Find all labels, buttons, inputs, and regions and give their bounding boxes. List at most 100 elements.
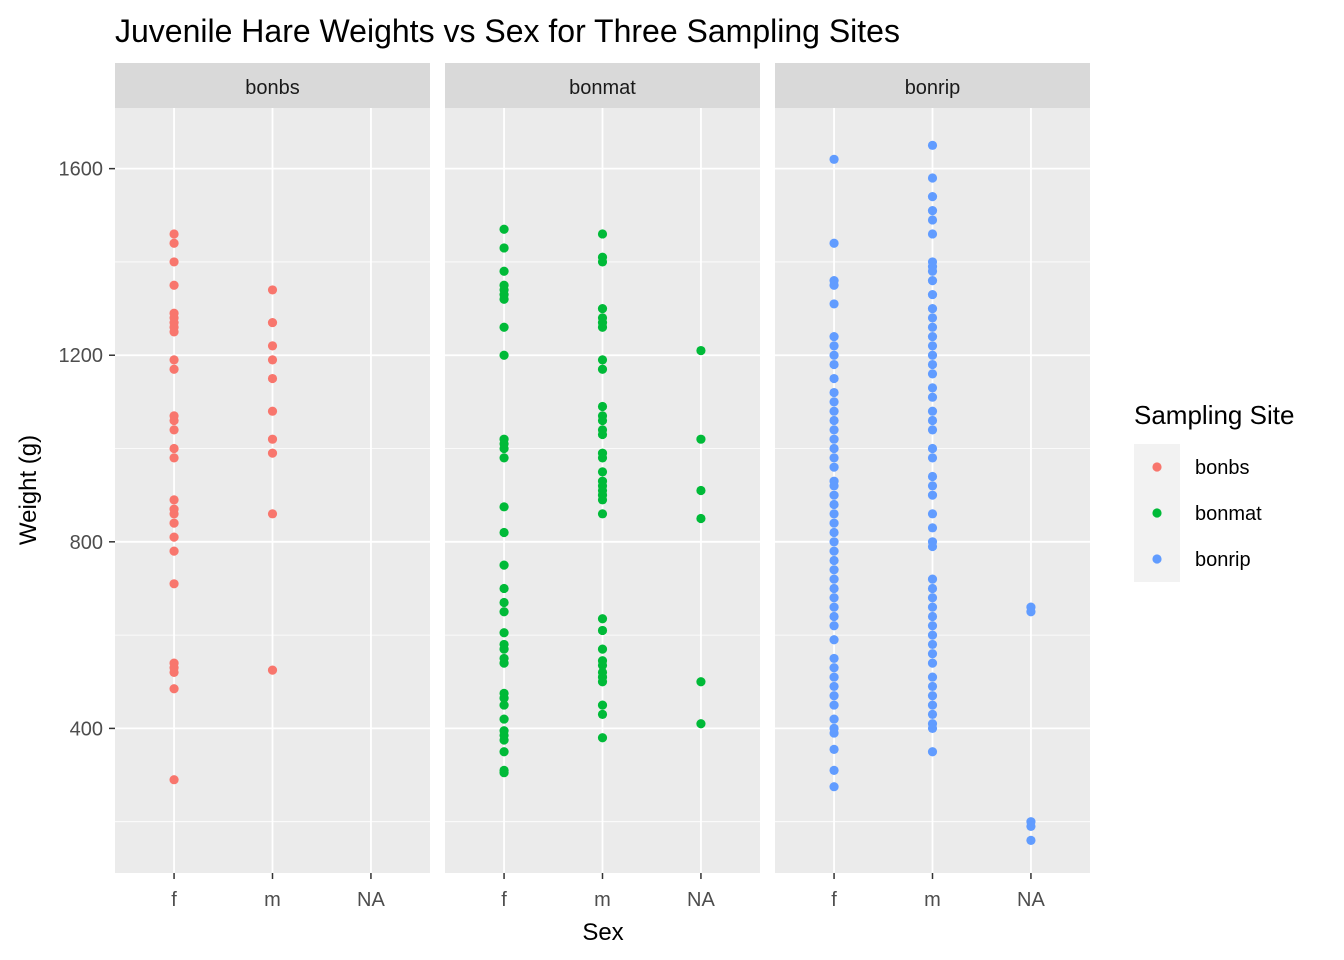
data-point	[927, 583, 938, 594]
data-point	[169, 229, 179, 239]
y-tick-label: 1200	[59, 345, 104, 367]
data-point	[927, 747, 938, 757]
data-point	[829, 653, 839, 664]
data-point	[829, 527, 839, 538]
data-point	[267, 341, 278, 351]
data-point	[267, 355, 278, 365]
data-point	[829, 453, 839, 463]
data-point	[169, 775, 179, 785]
data-point	[267, 317, 278, 328]
data-point	[927, 490, 938, 500]
data-point	[169, 443, 179, 454]
data-point	[829, 331, 839, 342]
data-point	[927, 406, 938, 416]
data-point	[829, 714, 839, 724]
data-point	[927, 602, 938, 612]
data-point	[829, 611, 839, 622]
data-point	[829, 490, 839, 500]
data-point	[829, 415, 839, 426]
data-point	[597, 303, 608, 314]
data-point	[499, 443, 509, 454]
data-point	[927, 639, 938, 650]
data-point	[927, 322, 938, 332]
data-point	[927, 481, 938, 491]
data-point	[927, 215, 938, 225]
data-point	[927, 369, 938, 379]
data-point	[829, 565, 839, 575]
data-point	[499, 628, 509, 638]
data-point	[597, 257, 608, 267]
data-point	[499, 243, 509, 253]
data-point	[1026, 821, 1036, 831]
legend-key-bonmat	[1152, 508, 1162, 518]
facet-panel-bonrip: bonrip f m NA	[775, 63, 1090, 911]
data-point	[597, 467, 608, 477]
data-point	[696, 485, 706, 496]
data-point	[597, 660, 608, 671]
data-point	[927, 691, 938, 701]
facet-panels: bonbs f m NA bonmat f m NA bonrip f m NA	[115, 63, 1090, 911]
data-point	[829, 406, 839, 416]
y-tick-label: 400	[70, 718, 103, 740]
data-point	[829, 663, 839, 673]
legend-key-bonrip	[1152, 554, 1162, 564]
facet-strip	[445, 63, 760, 108]
data-point	[499, 266, 509, 276]
data-point	[927, 229, 938, 239]
data-point	[696, 719, 706, 729]
data-point	[829, 481, 839, 491]
y-axis: 400 800 1200 1600	[59, 159, 115, 740]
data-point	[829, 359, 839, 370]
data-point	[829, 602, 839, 612]
data-point	[169, 546, 179, 556]
data-point	[927, 453, 938, 463]
data-point	[169, 355, 179, 365]
data-point	[927, 471, 938, 482]
data-point	[927, 672, 938, 682]
data-point	[696, 345, 706, 356]
data-point	[1026, 835, 1036, 845]
data-point	[927, 359, 938, 370]
data-point	[829, 350, 839, 360]
data-point	[499, 502, 509, 512]
data-point	[927, 392, 938, 402]
data-point	[829, 672, 839, 682]
data-point	[499, 560, 509, 570]
data-point	[927, 313, 938, 323]
x-tick-label: NA	[1017, 889, 1045, 911]
data-point	[499, 607, 509, 617]
data-point	[597, 453, 608, 463]
data-point	[499, 583, 509, 594]
y-axis-title: Weight (g)	[15, 435, 42, 545]
data-point	[927, 649, 938, 659]
data-point	[169, 532, 179, 542]
data-point	[169, 667, 179, 678]
data-point	[927, 173, 938, 183]
data-point	[829, 280, 839, 290]
data-point	[597, 364, 608, 374]
data-point	[829, 434, 839, 444]
data-point	[597, 677, 608, 687]
data-point	[927, 303, 938, 314]
data-point	[829, 341, 839, 351]
data-point	[927, 140, 938, 150]
data-point	[597, 509, 608, 519]
x-tick-label: f	[501, 889, 507, 911]
data-point	[169, 238, 179, 248]
data-point	[1026, 607, 1036, 617]
data-point	[499, 714, 509, 724]
data-point	[499, 693, 509, 703]
legend-label-bonrip: bonrip	[1195, 549, 1251, 571]
data-point	[169, 327, 179, 337]
data-point	[829, 238, 839, 248]
data-point	[829, 509, 839, 519]
legend-title: Sampling Site	[1134, 400, 1294, 430]
data-point	[829, 700, 839, 710]
data-point	[267, 285, 278, 295]
data-point	[927, 509, 938, 519]
x-tick-label: m	[924, 889, 941, 911]
data-point	[169, 509, 179, 519]
data-point	[169, 425, 179, 435]
facet-strip	[775, 63, 1090, 108]
data-point	[499, 350, 509, 360]
